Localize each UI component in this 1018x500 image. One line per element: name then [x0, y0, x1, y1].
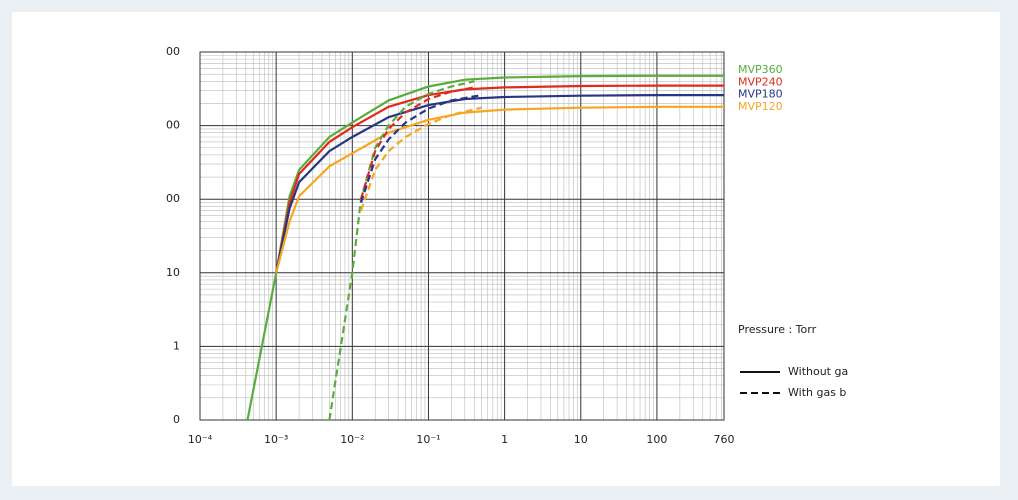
y-tick-label: 0 [173, 413, 180, 426]
y-tick-label: 10 [166, 266, 180, 279]
legend-label: MVP120 [738, 100, 783, 113]
plot-border [199, 51, 725, 421]
legend-label: MVP360 [738, 63, 783, 76]
x-tick-label: 10⁻³ [264, 433, 288, 446]
x-tick-label: 760 [714, 433, 735, 446]
series-line [275, 105, 724, 274]
y-tick-label: 00 [166, 119, 180, 132]
x-tick-label: 10⁻⁴ [188, 433, 213, 446]
x-tick-label: 10⁻¹ [416, 433, 440, 446]
legend-line-label: With gas b [788, 386, 846, 399]
x-tick-label: 10 [574, 433, 588, 446]
y-tick-label: 00 [166, 45, 180, 58]
legend-label: MVP240 [738, 75, 783, 88]
frame [12, 12, 1000, 486]
legend-label: MVP180 [738, 88, 783, 101]
series-line [359, 94, 482, 203]
x-tick-label: 100 [646, 433, 667, 446]
series-line [328, 80, 475, 421]
y-tick-label: 1 [173, 339, 180, 352]
x-tick-label: 10⁻² [340, 433, 364, 446]
x-axis-label: Pressure : Torr [738, 323, 817, 336]
series-line [246, 74, 724, 421]
series-line [359, 106, 482, 211]
x-tick-label: 1 [501, 433, 508, 446]
legend-line-label: Without ga [788, 365, 848, 378]
y-tick-label: 00 [166, 192, 180, 205]
series-line [275, 84, 724, 274]
series-line [359, 86, 475, 200]
